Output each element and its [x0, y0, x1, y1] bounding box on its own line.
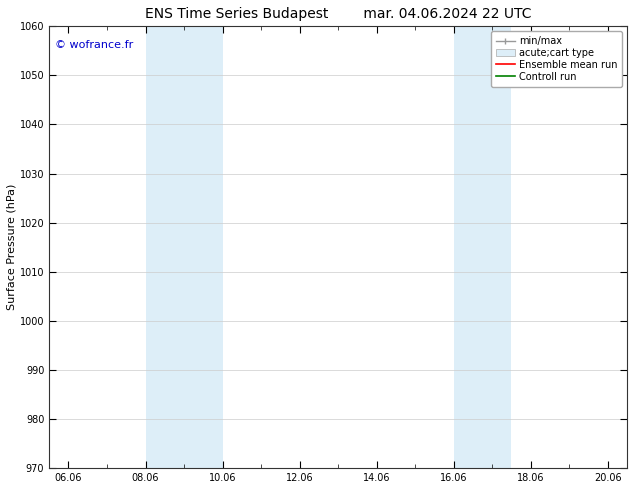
Legend: min/max, acute;cart type, Ensemble mean run, Controll run: min/max, acute;cart type, Ensemble mean …	[491, 31, 622, 87]
Y-axis label: Surface Pressure (hPa): Surface Pressure (hPa)	[7, 184, 17, 311]
Bar	[454, 26, 512, 468]
Title: ENS Time Series Budapest        mar. 04.06.2024 22 UTC: ENS Time Series Budapest mar. 04.06.2024…	[145, 7, 531, 21]
Text: © wofrance.fr: © wofrance.fr	[55, 40, 133, 49]
Bar	[146, 26, 223, 468]
